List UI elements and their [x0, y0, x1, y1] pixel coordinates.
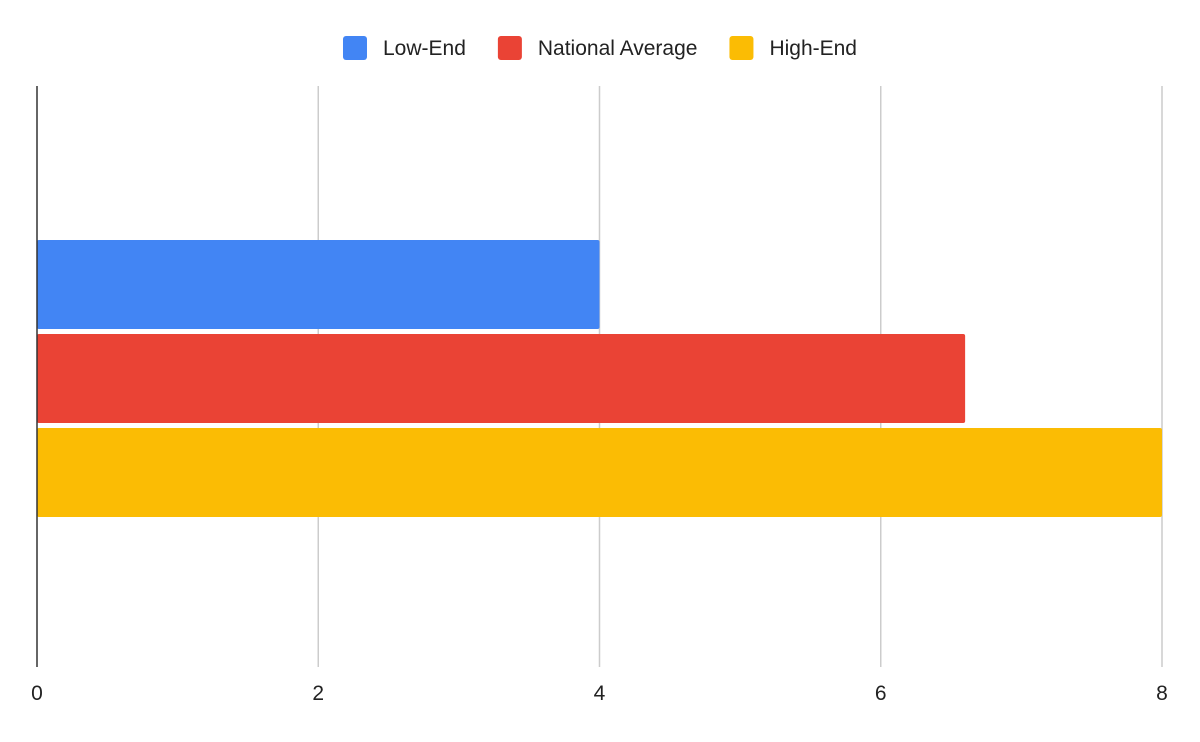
- x-tick-label-2: 2: [312, 682, 324, 705]
- bar-low-end: [37, 240, 600, 329]
- x-tick-label-6: 6: [875, 682, 887, 705]
- legend-swatch-low-end: [342, 36, 367, 60]
- legend-label-national-average: National Average: [538, 37, 698, 60]
- legend-label-low-end: Low-End: [383, 37, 466, 60]
- legend-swatch-national-average: [497, 36, 522, 60]
- x-tick-label-8: 8: [1156, 682, 1168, 705]
- bar-national-average: [37, 334, 966, 423]
- bar-high-end: [37, 428, 1162, 517]
- x-axis-tick-labels: 0 2 4 6 8: [31, 682, 1168, 705]
- x-tick-label-0: 0: [31, 682, 43, 705]
- x-tick-label-4: 4: [594, 682, 606, 705]
- legend: Low-End National Average High-End: [342, 36, 857, 60]
- legend-label-high-end: High-End: [769, 37, 857, 60]
- bars: [37, 240, 1162, 517]
- legend-swatch-high-end: [729, 36, 754, 60]
